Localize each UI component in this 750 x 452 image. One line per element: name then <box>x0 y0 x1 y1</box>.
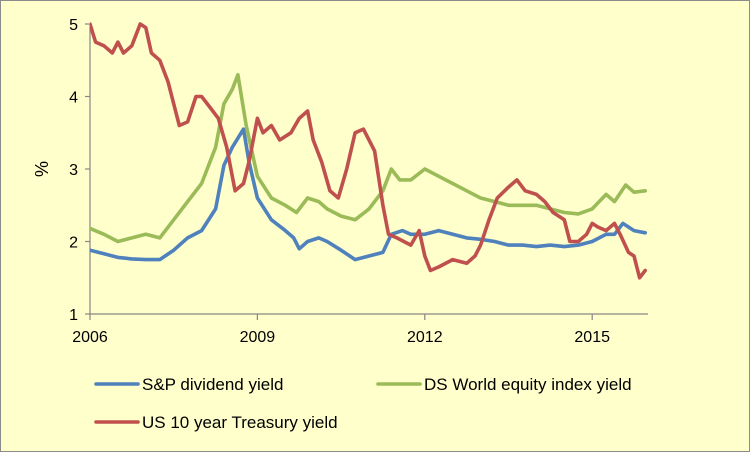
y-tick-label: 5 <box>69 17 78 34</box>
y-tick-label: 3 <box>69 162 78 179</box>
legend-label-2: DS World equity index yield <box>424 375 632 394</box>
series-line-2 <box>90 73 647 244</box>
x-tick-label: 2006 <box>72 329 108 346</box>
legend-label-1: S&P dividend yield <box>142 375 283 394</box>
axes <box>85 23 648 320</box>
y-tick-label: 1 <box>69 307 78 324</box>
x-tick-label: 2012 <box>407 329 443 346</box>
y-tick-label: 4 <box>69 90 78 107</box>
x-tick-labels: 2006 2009 2012 2015 <box>72 329 610 346</box>
legend-label-3: US 10 year Treasury yield <box>142 413 338 432</box>
series-line-1 <box>90 127 647 262</box>
legend: S&P dividend yield DS World equity index … <box>94 375 632 432</box>
y-tick-label: 2 <box>69 235 78 252</box>
x-tick-label: 2009 <box>240 329 276 346</box>
y-axis-label: % <box>32 161 52 177</box>
x-tick-label: 2015 <box>574 329 610 346</box>
series-line-3 <box>90 22 647 280</box>
series-lines <box>90 22 647 280</box>
y-tick-labels: 1 2 3 4 5 <box>69 17 78 324</box>
